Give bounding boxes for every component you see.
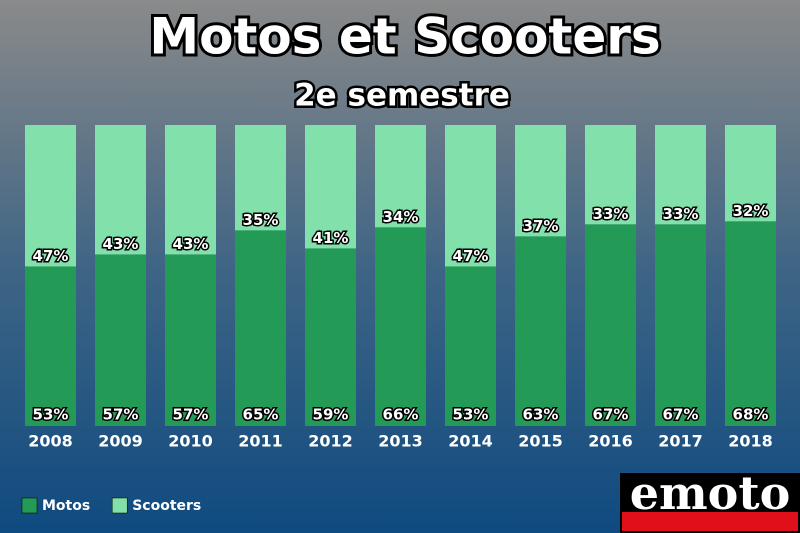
- data-label: 67%: [593, 406, 629, 424]
- x-tick-label: 2016: [588, 432, 633, 451]
- bar-segment: [25, 266, 76, 426]
- bar-segment: [585, 224, 636, 426]
- data-label: 47%: [33, 247, 69, 265]
- data-label: 67%: [663, 406, 699, 424]
- data-label: 32%: [733, 202, 769, 220]
- data-label: 43%: [103, 235, 139, 253]
- bar-segment: [95, 254, 146, 426]
- bar-segment: [725, 125, 776, 222]
- data-label: 63%: [523, 406, 559, 424]
- bar-segment: [725, 221, 776, 426]
- bar-segment: [305, 248, 356, 426]
- bar-segment: [165, 254, 216, 426]
- x-tick-label: 2012: [308, 432, 353, 451]
- bar-segment: [165, 125, 216, 255]
- data-label: 34%: [383, 208, 419, 226]
- bar-segment: [445, 125, 496, 267]
- data-label: 33%: [663, 205, 699, 223]
- chart-subtitle: 2e semestre: [294, 78, 510, 114]
- data-label: 43%: [173, 235, 209, 253]
- bar-segment: [585, 125, 636, 225]
- logo: emoto: [630, 466, 791, 520]
- bar-segment: [235, 230, 286, 426]
- data-label: 68%: [733, 406, 769, 424]
- data-label: 59%: [313, 406, 349, 424]
- data-label: 57%: [173, 406, 209, 424]
- data-label: 53%: [33, 406, 69, 424]
- x-tick-label: 2011: [238, 432, 283, 451]
- x-tick-label: 2018: [728, 432, 773, 451]
- x-tick-label: 2008: [28, 432, 73, 451]
- bar-segment: [515, 236, 566, 426]
- x-tick-label: 2017: [658, 432, 703, 451]
- x-tick-label: 2009: [98, 432, 143, 451]
- data-label: 41%: [313, 229, 349, 247]
- logo-strip: [622, 512, 798, 531]
- bar-segment: [515, 125, 566, 237]
- legend-swatch: [111, 497, 128, 514]
- legend-swatch: [21, 497, 38, 514]
- legend-label: Scooters: [132, 498, 201, 514]
- bar-segment: [655, 224, 706, 426]
- data-label: 65%: [243, 406, 279, 424]
- x-tick-label: 2014: [448, 432, 493, 451]
- data-label: 33%: [593, 205, 629, 223]
- data-label: 66%: [383, 406, 419, 424]
- bar-segment: [375, 125, 426, 228]
- bar-segment: [235, 125, 286, 231]
- data-label: 37%: [523, 217, 559, 235]
- data-label: 57%: [103, 406, 139, 424]
- x-tick-label: 2015: [518, 432, 563, 451]
- bar-segment: [375, 227, 426, 426]
- bar-segment: [445, 266, 496, 426]
- data-label: 47%: [453, 247, 489, 265]
- x-tick-label: 2010: [168, 432, 213, 451]
- chart-title: Motos et Scooters: [149, 8, 660, 66]
- bar-segment: [95, 125, 146, 255]
- x-tick-label: 2013: [378, 432, 423, 451]
- legend-label: Motos: [42, 498, 90, 514]
- bar-segment: [655, 125, 706, 225]
- data-label: 35%: [243, 211, 279, 229]
- bar-segment: [25, 125, 76, 267]
- bar-segment: [305, 125, 356, 249]
- data-label: 53%: [453, 406, 489, 424]
